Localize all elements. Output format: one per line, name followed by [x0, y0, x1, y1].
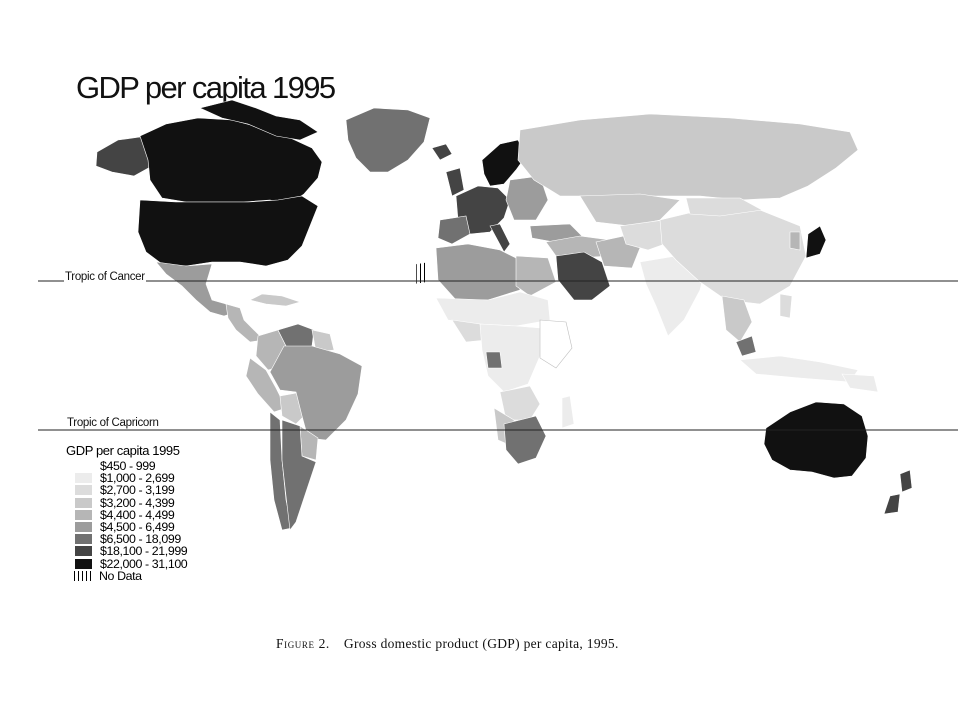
legend-item: $18,100 - 21,999	[66, 544, 188, 559]
legend-item: $4,400 - 4,499	[66, 509, 187, 521]
country-north-africa	[435, 243, 521, 301]
legend-label: $2,700 - 3,199	[100, 483, 175, 498]
legend-label: No Data	[99, 568, 142, 583]
country-egypt-libya	[515, 255, 557, 297]
country-guianas	[311, 329, 335, 353]
country-italy	[489, 223, 511, 253]
figure-label: Figure 2.	[276, 636, 330, 651]
country-greenland	[345, 107, 431, 173]
country-mexico	[155, 261, 237, 317]
country-canada-islands	[199, 99, 319, 141]
legend-item: No Data	[66, 570, 187, 582]
country-scandinavia	[481, 139, 527, 187]
legend-swatch	[75, 473, 92, 484]
country-iceland	[431, 143, 453, 161]
legend-label: $18,100 - 21,999	[100, 544, 188, 559]
country-gabon	[485, 351, 503, 369]
country-iberia	[437, 215, 471, 245]
legend-label: $1,000 - 2,699	[100, 471, 175, 486]
map-legend: GDP per capita 1995 $450 - 999 $1,000 - 2…	[66, 443, 188, 582]
legend-item: $450 - 999	[66, 460, 187, 472]
legend-item: $4,500 - 6,499	[66, 521, 187, 533]
country-australia	[763, 401, 869, 479]
country-argentina	[281, 419, 317, 531]
country-ecuador-peru	[245, 357, 287, 413]
country-indonesia	[739, 355, 859, 383]
caption-text: Gross domestic product (GDP) per capita,…	[343, 636, 619, 651]
country-uk-ireland	[445, 167, 465, 197]
legend-swatch	[75, 534, 92, 545]
legend-label: $4,500 - 6,499	[100, 520, 175, 535]
legend-item: $1,000 - 2,699	[66, 472, 187, 484]
country-central-africa	[479, 323, 541, 393]
country-russia	[517, 113, 859, 201]
country-southeast-asia	[721, 295, 753, 343]
legend-swatch	[75, 558, 92, 569]
legend-item: $22,000 - 31,100	[66, 556, 188, 571]
country-east-africa	[539, 319, 573, 369]
country-new-zealand	[883, 469, 913, 515]
legend-swatch	[75, 546, 92, 557]
legend-label: $22,000 - 31,100	[100, 556, 188, 571]
legend-item: $2,700 - 3,199	[66, 483, 187, 498]
country-usa	[137, 195, 319, 267]
legend-title: GDP per capita 1995	[66, 443, 180, 458]
country-caribbean	[249, 293, 302, 307]
country-philippines	[779, 293, 793, 319]
legend-swatch	[75, 509, 92, 520]
legend-swatch	[75, 461, 92, 472]
legend-swatch	[75, 522, 92, 533]
legend-label: $3,200 - 4,399	[100, 495, 175, 510]
country-south-africa	[503, 415, 547, 465]
country-malaysia	[735, 335, 757, 357]
country-japan	[805, 225, 827, 259]
legend-item: $3,200 - 4,399	[66, 495, 187, 510]
country-new-guinea	[841, 373, 879, 393]
legend-item: $6,500 - 18,099	[66, 533, 187, 545]
country-saudi-arabia	[555, 251, 611, 301]
tropic-of-cancer-label: Tropic of Cancer	[64, 271, 146, 283]
country-brazil	[269, 345, 363, 441]
country-western-sahara	[415, 261, 429, 285]
figure-caption: Figure 2. Gross domestic product (GDP) pe…	[276, 636, 619, 652]
legend-label: $450 - 999	[100, 459, 156, 474]
country-korea	[789, 231, 801, 251]
legend-swatch	[75, 497, 92, 508]
legend-label: $6,500 - 18,099	[100, 532, 181, 547]
country-mongolia	[685, 197, 763, 217]
legend-swatch	[74, 570, 91, 581]
country-chile	[269, 411, 293, 531]
country-madagascar	[561, 395, 575, 429]
map-title: GDP per capita 1995	[76, 70, 336, 105]
legend-swatch	[75, 485, 92, 496]
legend-label: $4,400 - 4,499	[100, 507, 175, 522]
tropic-of-capricorn-label: Tropic of Capricorn	[66, 417, 160, 429]
